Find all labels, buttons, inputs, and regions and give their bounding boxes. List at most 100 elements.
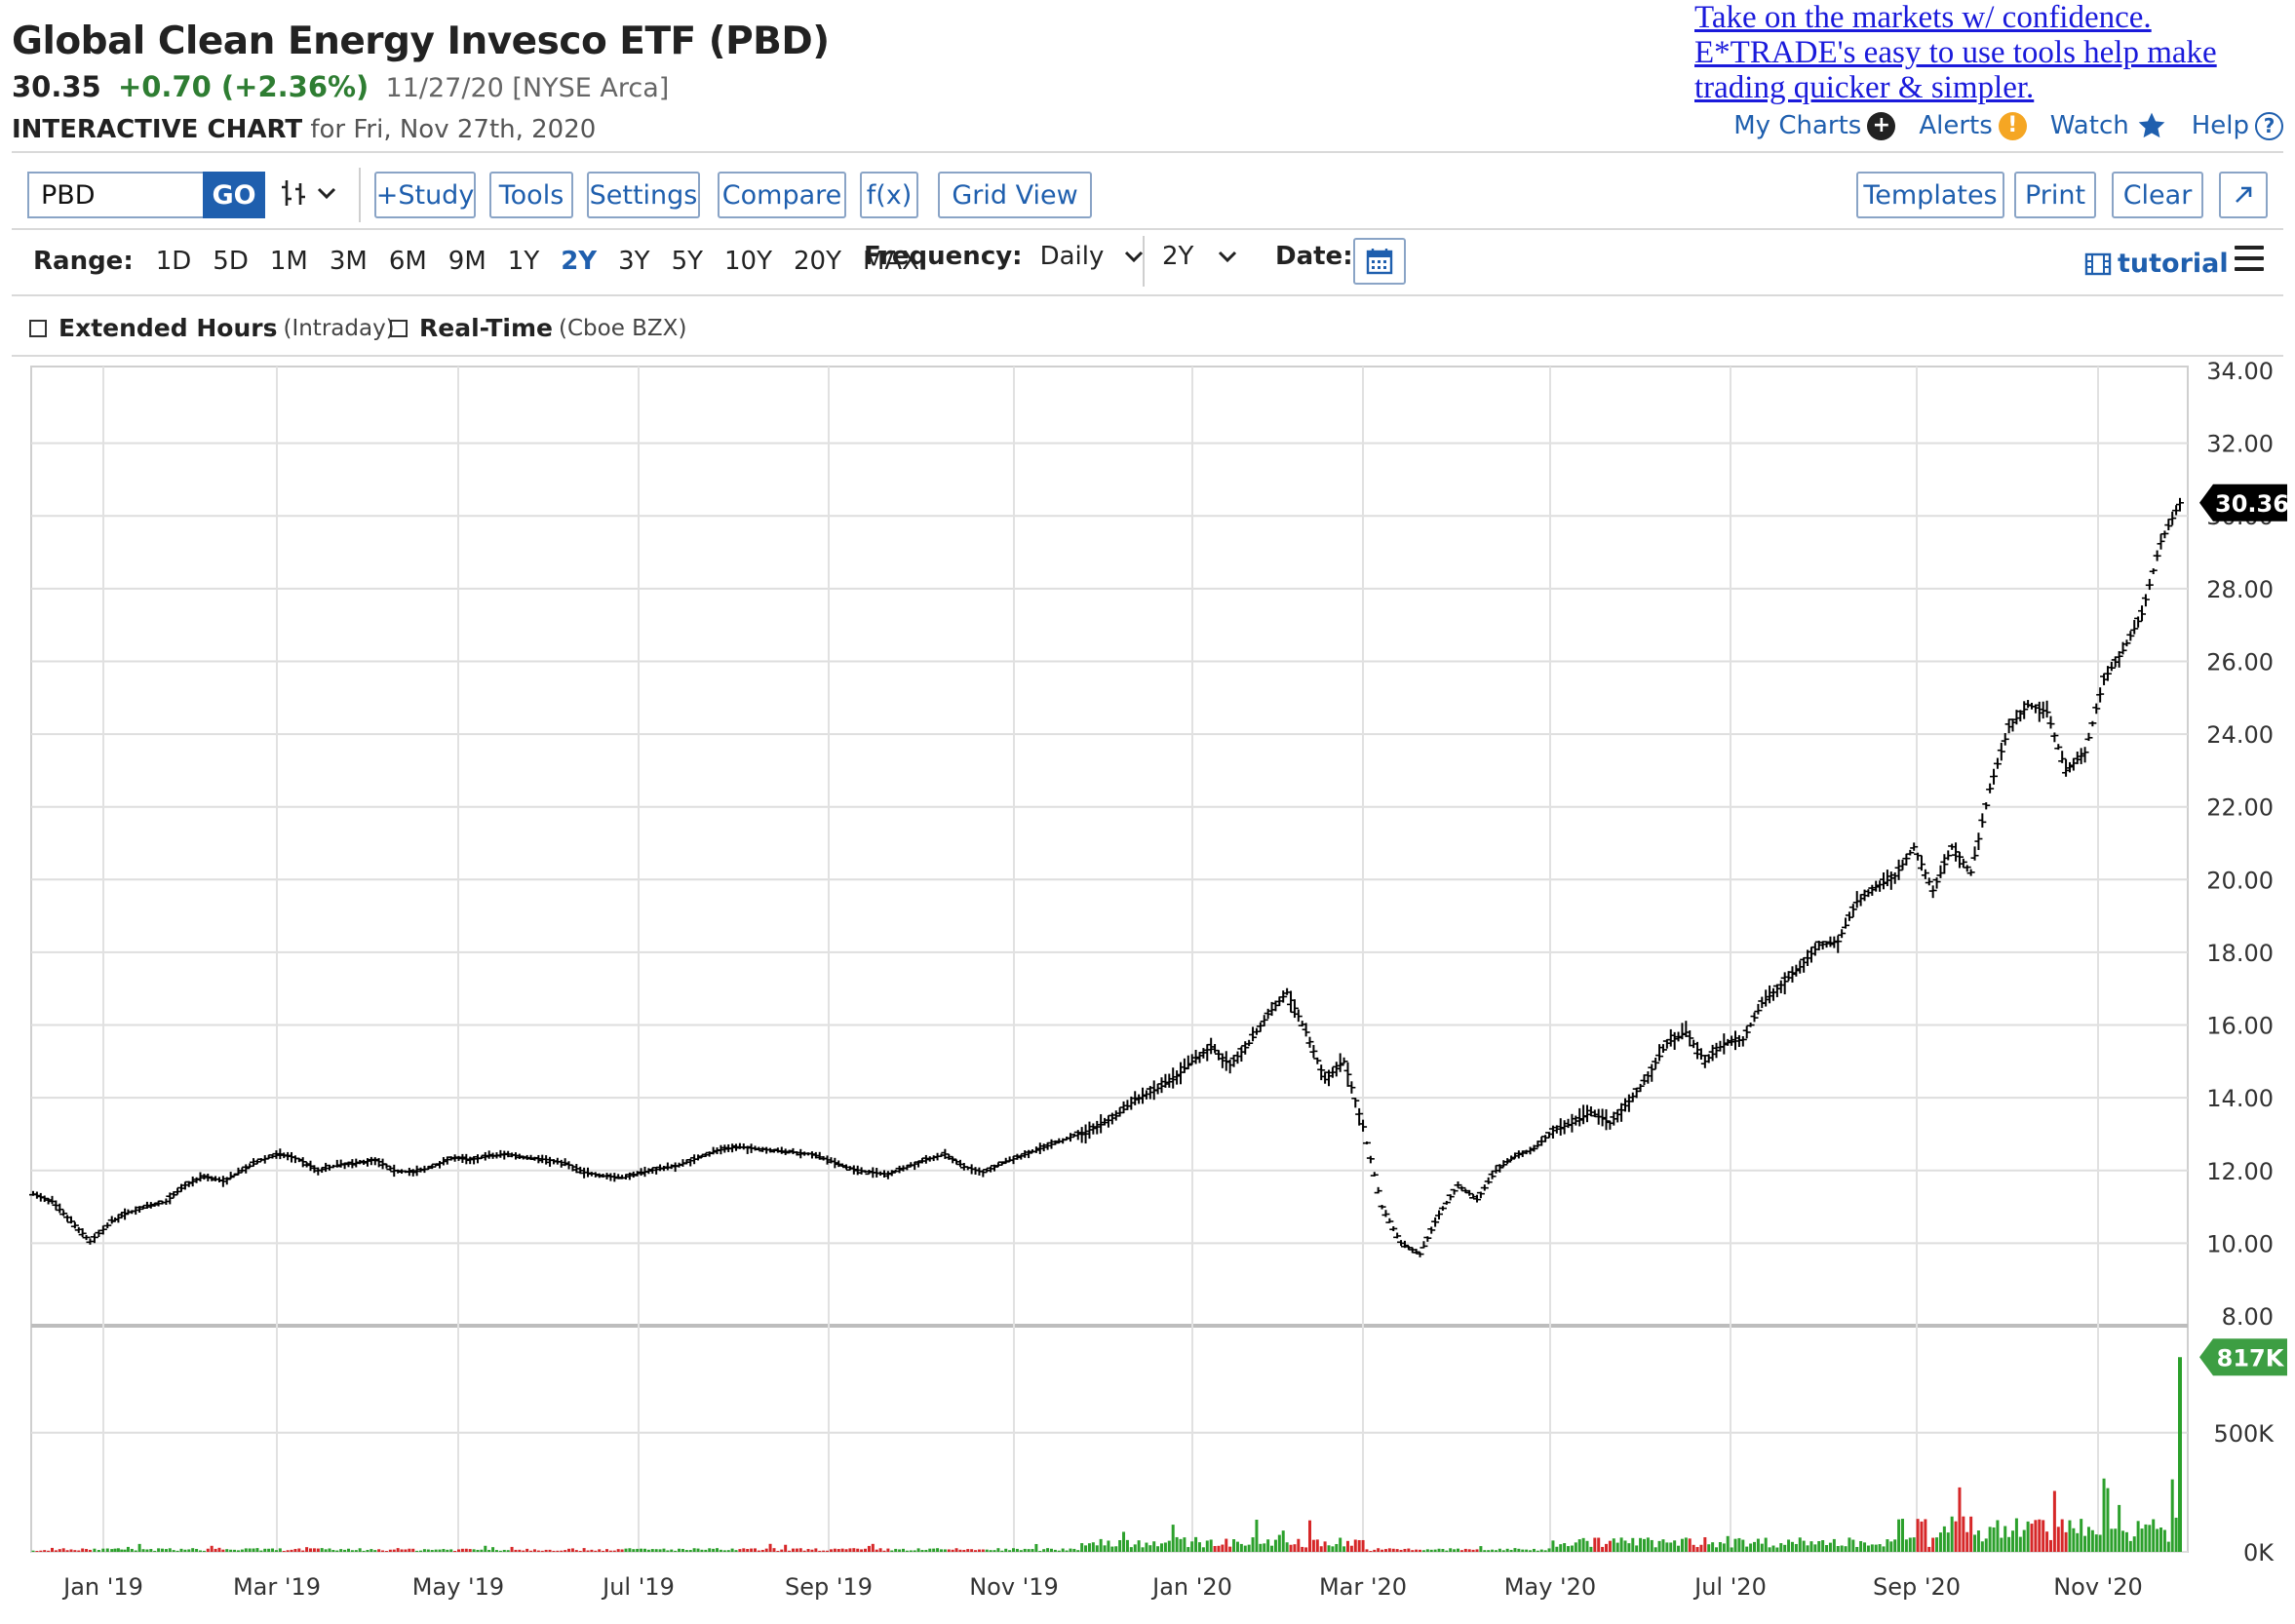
frequency-value: Daily — [1039, 242, 1105, 271]
film-icon — [2084, 252, 2112, 275]
divider — [12, 355, 2283, 357]
alerts-label: Alerts — [1919, 111, 1993, 140]
settings-button[interactable]: Settings — [587, 172, 700, 218]
alert-exclamation-icon: ! — [1998, 111, 2027, 140]
last-price-badge-shape — [2199, 483, 2287, 522]
last-volume-label: 817K — [2217, 1344, 2285, 1372]
range-selector: Range: 1D 5D 1M 3M 6M 9M 1Y 2Y 3Y 5Y 10Y… — [33, 242, 930, 281]
frequency-selector[interactable]: Frequency: Daily — [864, 242, 1147, 271]
clear-button[interactable]: Clear — [2112, 172, 2203, 218]
x-tick-label: Nov '20 — [2053, 1573, 2143, 1601]
last-volume-badge: 817K — [2199, 1338, 2287, 1376]
symbol-input[interactable] — [27, 172, 205, 218]
tools-button[interactable]: Tools — [489, 172, 573, 218]
price-tick-label: 22.00 — [2206, 794, 2274, 822]
price-chart[interactable]: 34.0032.0030.0028.0026.0024.0022.0020.00… — [0, 351, 2295, 1624]
price-tick-label: 32.00 — [2206, 431, 2274, 458]
x-tick-label: Sep '19 — [785, 1573, 873, 1601]
extended-hours-label: Extended Hours — [58, 314, 278, 342]
x-tick-label: Jul '20 — [1692, 1573, 1767, 1601]
divider — [12, 228, 2283, 230]
my-charts-link[interactable]: My Charts + — [1733, 110, 1896, 141]
range-separator — [1143, 236, 1145, 287]
x-tick-label: May '19 — [412, 1573, 504, 1601]
plus-circle-icon: + — [1867, 111, 1896, 140]
volume-tick-label: 0K — [2243, 1539, 2275, 1566]
range-label: Range: — [33, 247, 134, 276]
real-time-checkbox[interactable]: Real-Time (Cboe BZX) — [390, 314, 686, 342]
ad-line-1[interactable]: Take on the markets w/ confidence. — [1694, 0, 2152, 35]
print-button[interactable]: Print — [2014, 172, 2096, 218]
quote-line: 30.35 +0.70 (+2.36%) 11/27/20 [NYSE Arca… — [12, 70, 669, 103]
expand-arrow-icon — [2236, 186, 2252, 203]
study-button[interactable]: +Study — [374, 172, 476, 218]
range-6m[interactable]: 6M — [388, 247, 427, 276]
watch-label: Watch — [2049, 111, 2129, 140]
price-tick-label: 12.00 — [2206, 1158, 2274, 1185]
grid-view-button[interactable]: Grid View — [938, 172, 1092, 218]
x-tick-label: Mar '19 — [233, 1573, 321, 1601]
last-price-label: 30.36 — [2215, 490, 2289, 518]
alerts-link[interactable]: Alerts ! — [1919, 110, 2027, 141]
checkbox-icon — [29, 319, 47, 337]
templates-button[interactable]: Templates — [1856, 172, 2004, 218]
go-button[interactable]: GO — [203, 172, 265, 218]
tutorial-link[interactable]: tutorial — [2084, 249, 2229, 279]
chevron-down-icon — [1125, 251, 1144, 263]
interactive-chart-line: INTERACTIVE CHART for Fri, Nov 27th, 202… — [12, 115, 596, 144]
period-value: 2Y — [1162, 242, 1194, 271]
ad-line-3[interactable]: trading quicker & simpler. — [1694, 70, 2035, 105]
range-3y[interactable]: 3Y — [618, 247, 650, 276]
watch-link[interactable]: Watch — [2050, 110, 2168, 141]
x-tick-label: Jul '19 — [601, 1573, 675, 1601]
price-tick-label: 26.00 — [2206, 648, 2274, 676]
range-5y[interactable]: 5Y — [671, 247, 704, 276]
chart-axes: 34.0032.0030.0028.0026.0024.0022.0020.00… — [61, 358, 2289, 1601]
top-links: My Charts + Alerts ! Watch Help ? — [1733, 110, 2283, 141]
price-tick-label: 18.00 — [2206, 940, 2274, 967]
help-label: Help — [2191, 111, 2249, 140]
range-3m[interactable]: 3M — [329, 247, 368, 276]
chart-grid — [30, 366, 2189, 1553]
range-10y[interactable]: 10Y — [724, 247, 772, 276]
x-tick-label: Nov '19 — [969, 1573, 1059, 1601]
tutorial-label: tutorial — [2118, 249, 2229, 279]
interactive-chart-label: INTERACTIVE CHART — [12, 115, 303, 144]
volume-series — [31, 1357, 2182, 1552]
extended-hours-checkbox[interactable]: Extended Hours (Intraday) — [29, 314, 395, 342]
date-label: Date: — [1275, 242, 1353, 271]
fx-button[interactable]: f(x) — [860, 172, 918, 218]
last-price: 30.35 — [12, 70, 101, 103]
frequency-label: Frequency: — [864, 242, 1023, 271]
last-volume-badge-shape — [2199, 1338, 2287, 1376]
price-series — [29, 497, 2184, 1257]
compare-button[interactable]: Compare — [718, 172, 846, 218]
range-1m[interactable]: 1M — [269, 247, 308, 276]
hamburger-menu-icon[interactable] — [2235, 246, 2264, 271]
help-link[interactable]: Help ? — [2192, 110, 2283, 141]
expand-button[interactable] — [2219, 172, 2268, 218]
date-picker-button[interactable] — [1353, 238, 1406, 285]
range-1y[interactable]: 1Y — [507, 247, 540, 276]
toolbar-separator — [359, 168, 361, 222]
chart-type-selector[interactable] — [279, 177, 337, 209]
divider — [12, 294, 2283, 296]
price-tick-label: 34.00 — [2206, 358, 2274, 385]
chevron-down-icon — [1219, 251, 1237, 263]
range-9m[interactable]: 9M — [447, 247, 486, 276]
price-tick-label: 10.00 — [2206, 1230, 2274, 1257]
real-time-label: Real-Time — [419, 314, 553, 342]
etrade-ad[interactable]: Take on the markets w/ confidence. E*TRA… — [1694, 0, 2279, 105]
range-5d[interactable]: 5D — [213, 247, 249, 276]
range-20y[interactable]: 20Y — [793, 247, 841, 276]
x-tick-label: Sep '20 — [1873, 1573, 1961, 1601]
date-exchange: 11/27/20 [NYSE Arca] — [385, 73, 670, 103]
range-1d[interactable]: 1D — [155, 247, 192, 276]
period-selector[interactable]: 2Y — [1162, 242, 1240, 271]
ad-line-2[interactable]: E*TRADE's easy to use tools help make — [1694, 35, 2217, 70]
real-time-sub: (Cboe BZX) — [558, 315, 687, 341]
range-2y[interactable]: 2Y — [561, 247, 598, 276]
divider — [12, 151, 2283, 153]
range-max[interactable]: MAX — [862, 247, 919, 276]
price-change: +0.70 (+2.36%) — [117, 70, 370, 103]
